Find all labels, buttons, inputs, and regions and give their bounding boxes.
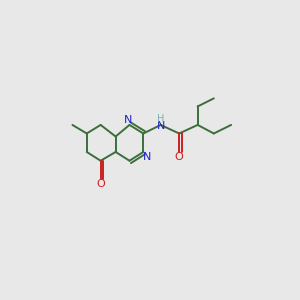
Text: H: H <box>157 114 164 124</box>
Text: N: N <box>143 152 152 162</box>
Text: N: N <box>124 115 132 125</box>
Text: O: O <box>175 152 184 162</box>
Text: O: O <box>96 179 105 189</box>
Text: N: N <box>157 121 165 130</box>
